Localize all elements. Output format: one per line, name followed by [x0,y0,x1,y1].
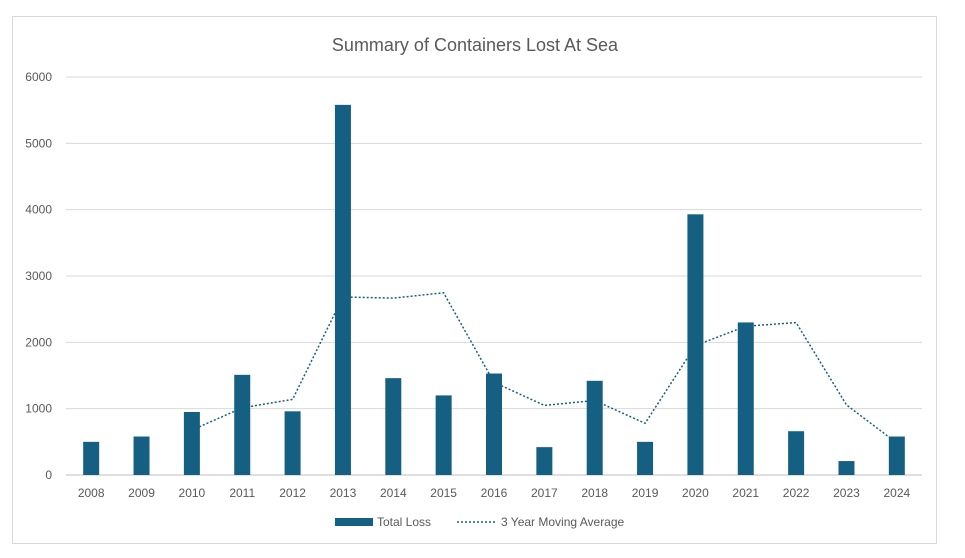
bar-2019 [637,441,654,475]
chart-svg: Summary of Containers Lost At Sea 0 1000 2… [25,35,922,529]
bar-2012 [284,411,301,475]
x-tick-label-2024: 2024 [883,486,910,500]
y-tick-label-2000: 2000 [25,335,52,349]
x-tick-label-2009: 2009 [128,486,155,500]
bar-2014 [385,378,402,475]
legend: Total Loss 3 Year Moving Average [335,515,625,529]
chart-title: Summary of Containers Lost At Sea [332,35,619,55]
x-tick-label-2012: 2012 [279,486,306,500]
bar-2022 [788,431,805,475]
chart-frame: Summary of Containers Lost At Sea 0 1000 2… [12,16,937,544]
bar-2015 [435,395,452,475]
x-tick-label-2018: 2018 [581,486,608,500]
x-tick-label-2020: 2020 [682,486,709,500]
x-tick-label-2022: 2022 [783,486,810,500]
bar-2009 [133,436,150,475]
x-tick-label-2013: 2013 [330,486,357,500]
bar-2024 [888,436,905,475]
x-tick-label-2021: 2021 [732,486,759,500]
x-tick-label-2017: 2017 [531,486,558,500]
x-tick-label-2010: 2010 [179,486,206,500]
legend-swatch-total-loss [335,518,373,526]
x-tick-label-2023: 2023 [833,486,860,500]
legend-label-moving-average: 3 Year Moving Average [501,515,625,529]
bar-2011 [234,374,251,475]
bar-2018 [586,380,603,475]
x-tick-label-2014: 2014 [380,486,407,500]
bar-2008 [83,441,100,475]
y-tick-label-0: 0 [45,468,52,482]
x-tick-label-2015: 2015 [430,486,457,500]
gridlines [66,76,922,476]
x-tick-label-2016: 2016 [481,486,508,500]
bar-2021 [737,322,754,475]
bar-series [83,104,905,476]
legend-label-total-loss: Total Loss [377,515,431,529]
x-tick-label-2019: 2019 [632,486,659,500]
y-tick-label-5000: 5000 [25,136,52,150]
bar-2020 [687,214,704,475]
moving-average-series [191,292,898,444]
y-tick-label-6000: 6000 [25,70,52,84]
bar-2023 [838,461,855,475]
y-tick-label-1000: 1000 [25,402,52,416]
bar-2017 [536,447,553,475]
x-tick-label-2008: 2008 [78,486,105,500]
x-axis-ticks: 2008 2009 2010 2011 2012 2013 2014 2015 2016 2017… [78,486,911,500]
moving-average-line [191,292,898,444]
bar-2010 [183,411,200,475]
y-axis-ticks: 0 1000 2000 3000 4000 5000 6000 [25,70,52,482]
x-tick-label-2011: 2011 [229,486,255,500]
bar-2013 [334,104,351,476]
bar-2016 [486,373,502,475]
y-tick-label-3000: 3000 [25,269,52,283]
y-tick-label-4000: 4000 [25,203,52,217]
